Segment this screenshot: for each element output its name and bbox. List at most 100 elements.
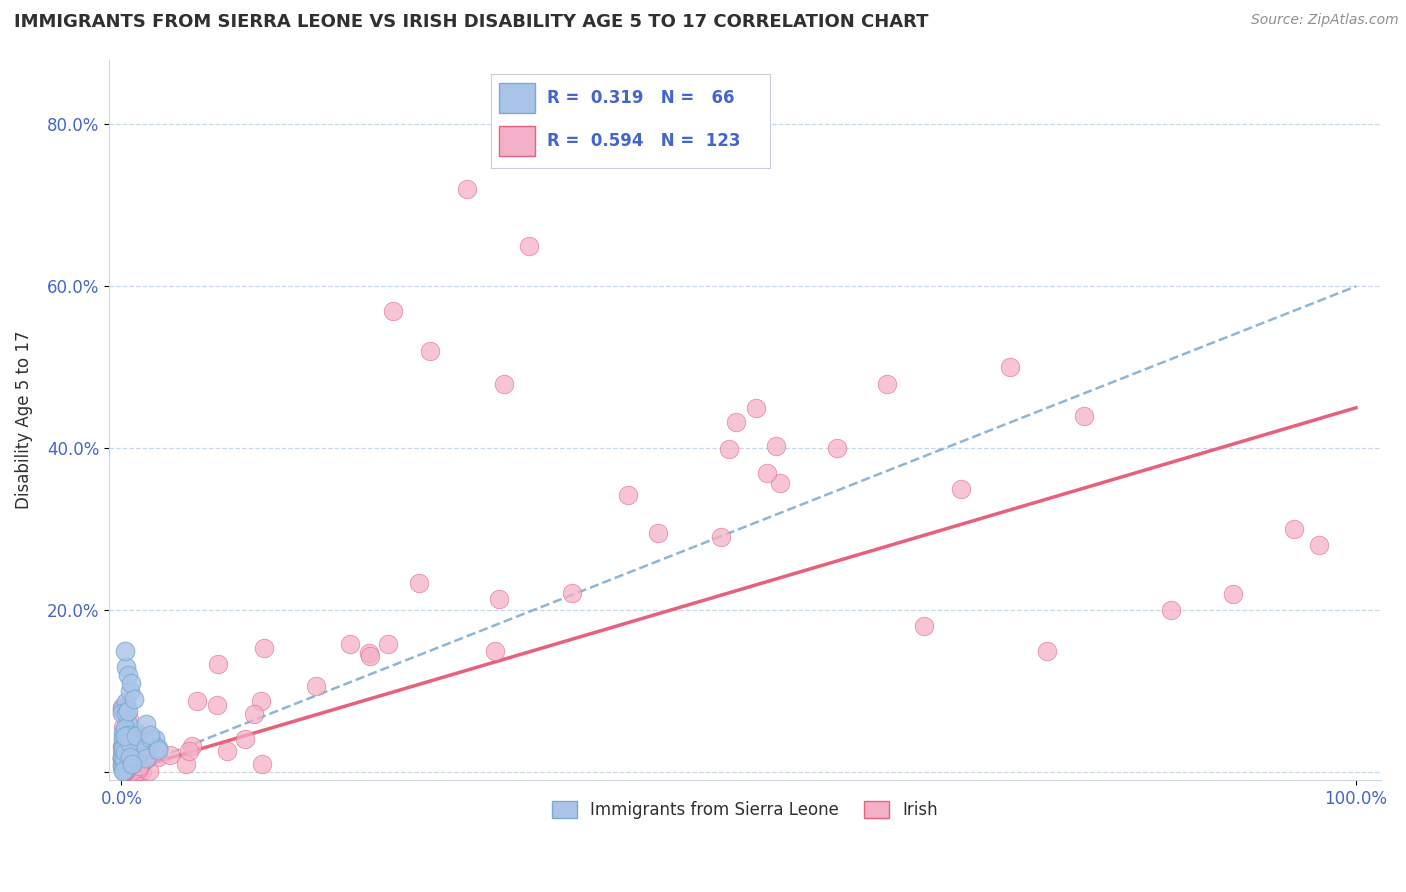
Point bbox=[111, 764, 134, 778]
Point bbox=[134, 735, 156, 749]
Point bbox=[710, 530, 733, 544]
Point bbox=[912, 619, 935, 633]
Point bbox=[114, 738, 136, 752]
Point bbox=[122, 752, 145, 766]
Point bbox=[135, 739, 157, 754]
Point bbox=[127, 763, 149, 777]
Point bbox=[112, 742, 135, 756]
Point bbox=[120, 676, 142, 690]
Point bbox=[111, 706, 134, 720]
Point bbox=[112, 764, 135, 779]
Point bbox=[114, 762, 136, 776]
Point bbox=[484, 644, 506, 658]
Point bbox=[118, 754, 141, 768]
Point bbox=[111, 739, 134, 753]
Point bbox=[159, 748, 181, 763]
Point bbox=[121, 764, 143, 778]
Point bbox=[111, 740, 134, 755]
Point bbox=[408, 576, 430, 591]
Point bbox=[215, 744, 238, 758]
Point bbox=[111, 757, 134, 772]
Point bbox=[115, 732, 138, 747]
Point bbox=[112, 739, 135, 753]
Point bbox=[756, 466, 779, 480]
Point bbox=[148, 740, 170, 755]
Point bbox=[114, 745, 136, 759]
Point bbox=[120, 684, 142, 698]
Point bbox=[146, 750, 169, 764]
Text: IMMIGRANTS FROM SIERRA LEONE VS IRISH DISABILITY AGE 5 TO 17 CORRELATION CHART: IMMIGRANTS FROM SIERRA LEONE VS IRISH DI… bbox=[14, 13, 928, 31]
Point bbox=[205, 698, 228, 713]
Point bbox=[136, 743, 159, 757]
Point bbox=[115, 750, 138, 764]
Point bbox=[112, 740, 135, 755]
Point bbox=[561, 586, 583, 600]
Point bbox=[117, 717, 139, 731]
Point bbox=[114, 706, 136, 721]
Point bbox=[1308, 539, 1330, 553]
Point bbox=[129, 745, 152, 759]
Point bbox=[112, 723, 135, 737]
Point bbox=[121, 757, 143, 772]
Point bbox=[138, 764, 160, 778]
Point bbox=[765, 439, 787, 453]
Point bbox=[827, 442, 849, 456]
Point bbox=[117, 728, 139, 742]
Point bbox=[250, 757, 273, 772]
Point bbox=[949, 482, 972, 496]
Point bbox=[112, 752, 135, 766]
Point bbox=[134, 732, 156, 747]
Point bbox=[724, 415, 747, 429]
Point bbox=[114, 758, 136, 772]
Point bbox=[125, 744, 148, 758]
Point bbox=[112, 720, 135, 734]
Point bbox=[718, 442, 741, 456]
Point bbox=[647, 526, 669, 541]
Y-axis label: Disability Age 5 to 17: Disability Age 5 to 17 bbox=[15, 331, 32, 509]
Point bbox=[114, 721, 136, 735]
Point bbox=[128, 748, 150, 763]
Text: Source: ZipAtlas.com: Source: ZipAtlas.com bbox=[1251, 13, 1399, 28]
Point bbox=[114, 695, 136, 709]
Point bbox=[115, 660, 138, 674]
Point bbox=[111, 700, 134, 714]
Point bbox=[120, 728, 142, 742]
Point bbox=[112, 755, 135, 769]
Point bbox=[1160, 603, 1182, 617]
Point bbox=[125, 725, 148, 739]
Point bbox=[115, 750, 138, 764]
Point bbox=[114, 752, 136, 766]
Point bbox=[117, 758, 139, 772]
Point bbox=[112, 732, 135, 747]
Point bbox=[517, 239, 540, 253]
Point bbox=[121, 749, 143, 764]
Point bbox=[114, 745, 136, 759]
Point bbox=[114, 761, 136, 775]
Point bbox=[112, 752, 135, 766]
Point bbox=[135, 751, 157, 765]
Point bbox=[112, 762, 135, 776]
Point bbox=[111, 751, 134, 765]
Point bbox=[456, 182, 478, 196]
Point bbox=[115, 760, 138, 774]
Point bbox=[135, 752, 157, 766]
Point bbox=[339, 637, 361, 651]
Point bbox=[112, 754, 135, 768]
Point bbox=[186, 694, 208, 708]
Point bbox=[117, 746, 139, 760]
Point bbox=[253, 641, 276, 656]
Point bbox=[143, 731, 166, 746]
Point bbox=[1284, 522, 1306, 536]
Point bbox=[1222, 587, 1244, 601]
Point bbox=[131, 755, 153, 769]
Point bbox=[120, 756, 142, 771]
Point bbox=[111, 761, 134, 775]
Point bbox=[112, 756, 135, 771]
Point bbox=[131, 764, 153, 779]
Point bbox=[127, 764, 149, 779]
Point bbox=[118, 732, 141, 747]
Point bbox=[114, 740, 136, 755]
Point bbox=[115, 745, 138, 759]
Point bbox=[111, 704, 134, 718]
Point bbox=[125, 739, 148, 754]
